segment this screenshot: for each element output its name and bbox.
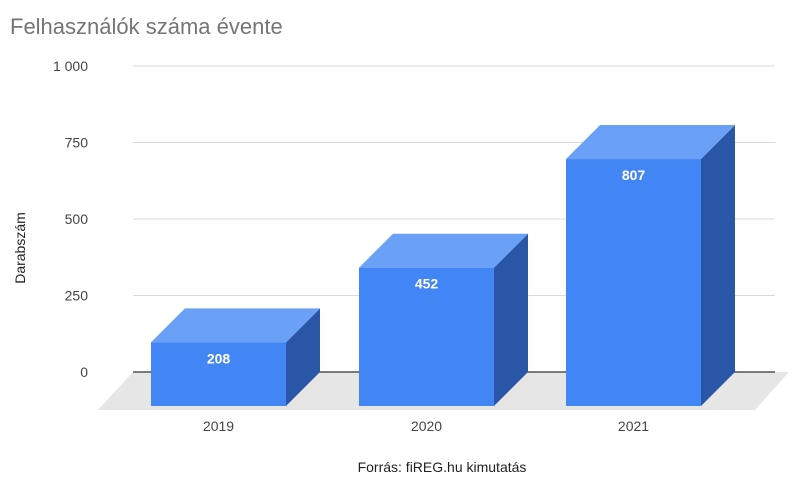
bars: 208 452 807 (151, 125, 735, 407)
y-tick-label: 250 (65, 288, 89, 304)
source-note: Forrás: fiREG.hu kimutatás (358, 459, 527, 475)
data-label: 208 (207, 350, 231, 366)
bar-front (359, 267, 494, 406)
x-tick-label: 2020 (411, 418, 442, 434)
y-tick-label: 0 (80, 364, 88, 380)
data-label: 452 (415, 276, 439, 292)
chart-title: Felhasználók száma évente (10, 14, 283, 39)
bar-side (701, 125, 735, 407)
y-axis-ticks: 0 250 500 750 1 000 (53, 58, 88, 380)
y-tick-label: 750 (65, 135, 89, 151)
bar: 208 (151, 308, 320, 406)
bar: 807 (566, 125, 735, 407)
bar-side (286, 308, 320, 406)
bar-front (151, 342, 286, 406)
y-axis-label: Darabszám (12, 212, 28, 284)
bar-top (151, 308, 320, 343)
x-tick-label: 2019 (203, 418, 234, 434)
bar-top (566, 125, 735, 160)
x-tick-label: 2021 (618, 418, 649, 434)
bar: 452 (359, 233, 528, 406)
data-label: 807 (622, 167, 646, 183)
y-tick-label: 1 000 (53, 58, 88, 74)
y-tick-label: 500 (65, 211, 89, 227)
x-axis-ticks: 2019 2020 2021 (203, 418, 649, 434)
bar-front (566, 159, 701, 406)
bar-top (359, 233, 528, 268)
bar-side (494, 233, 528, 406)
